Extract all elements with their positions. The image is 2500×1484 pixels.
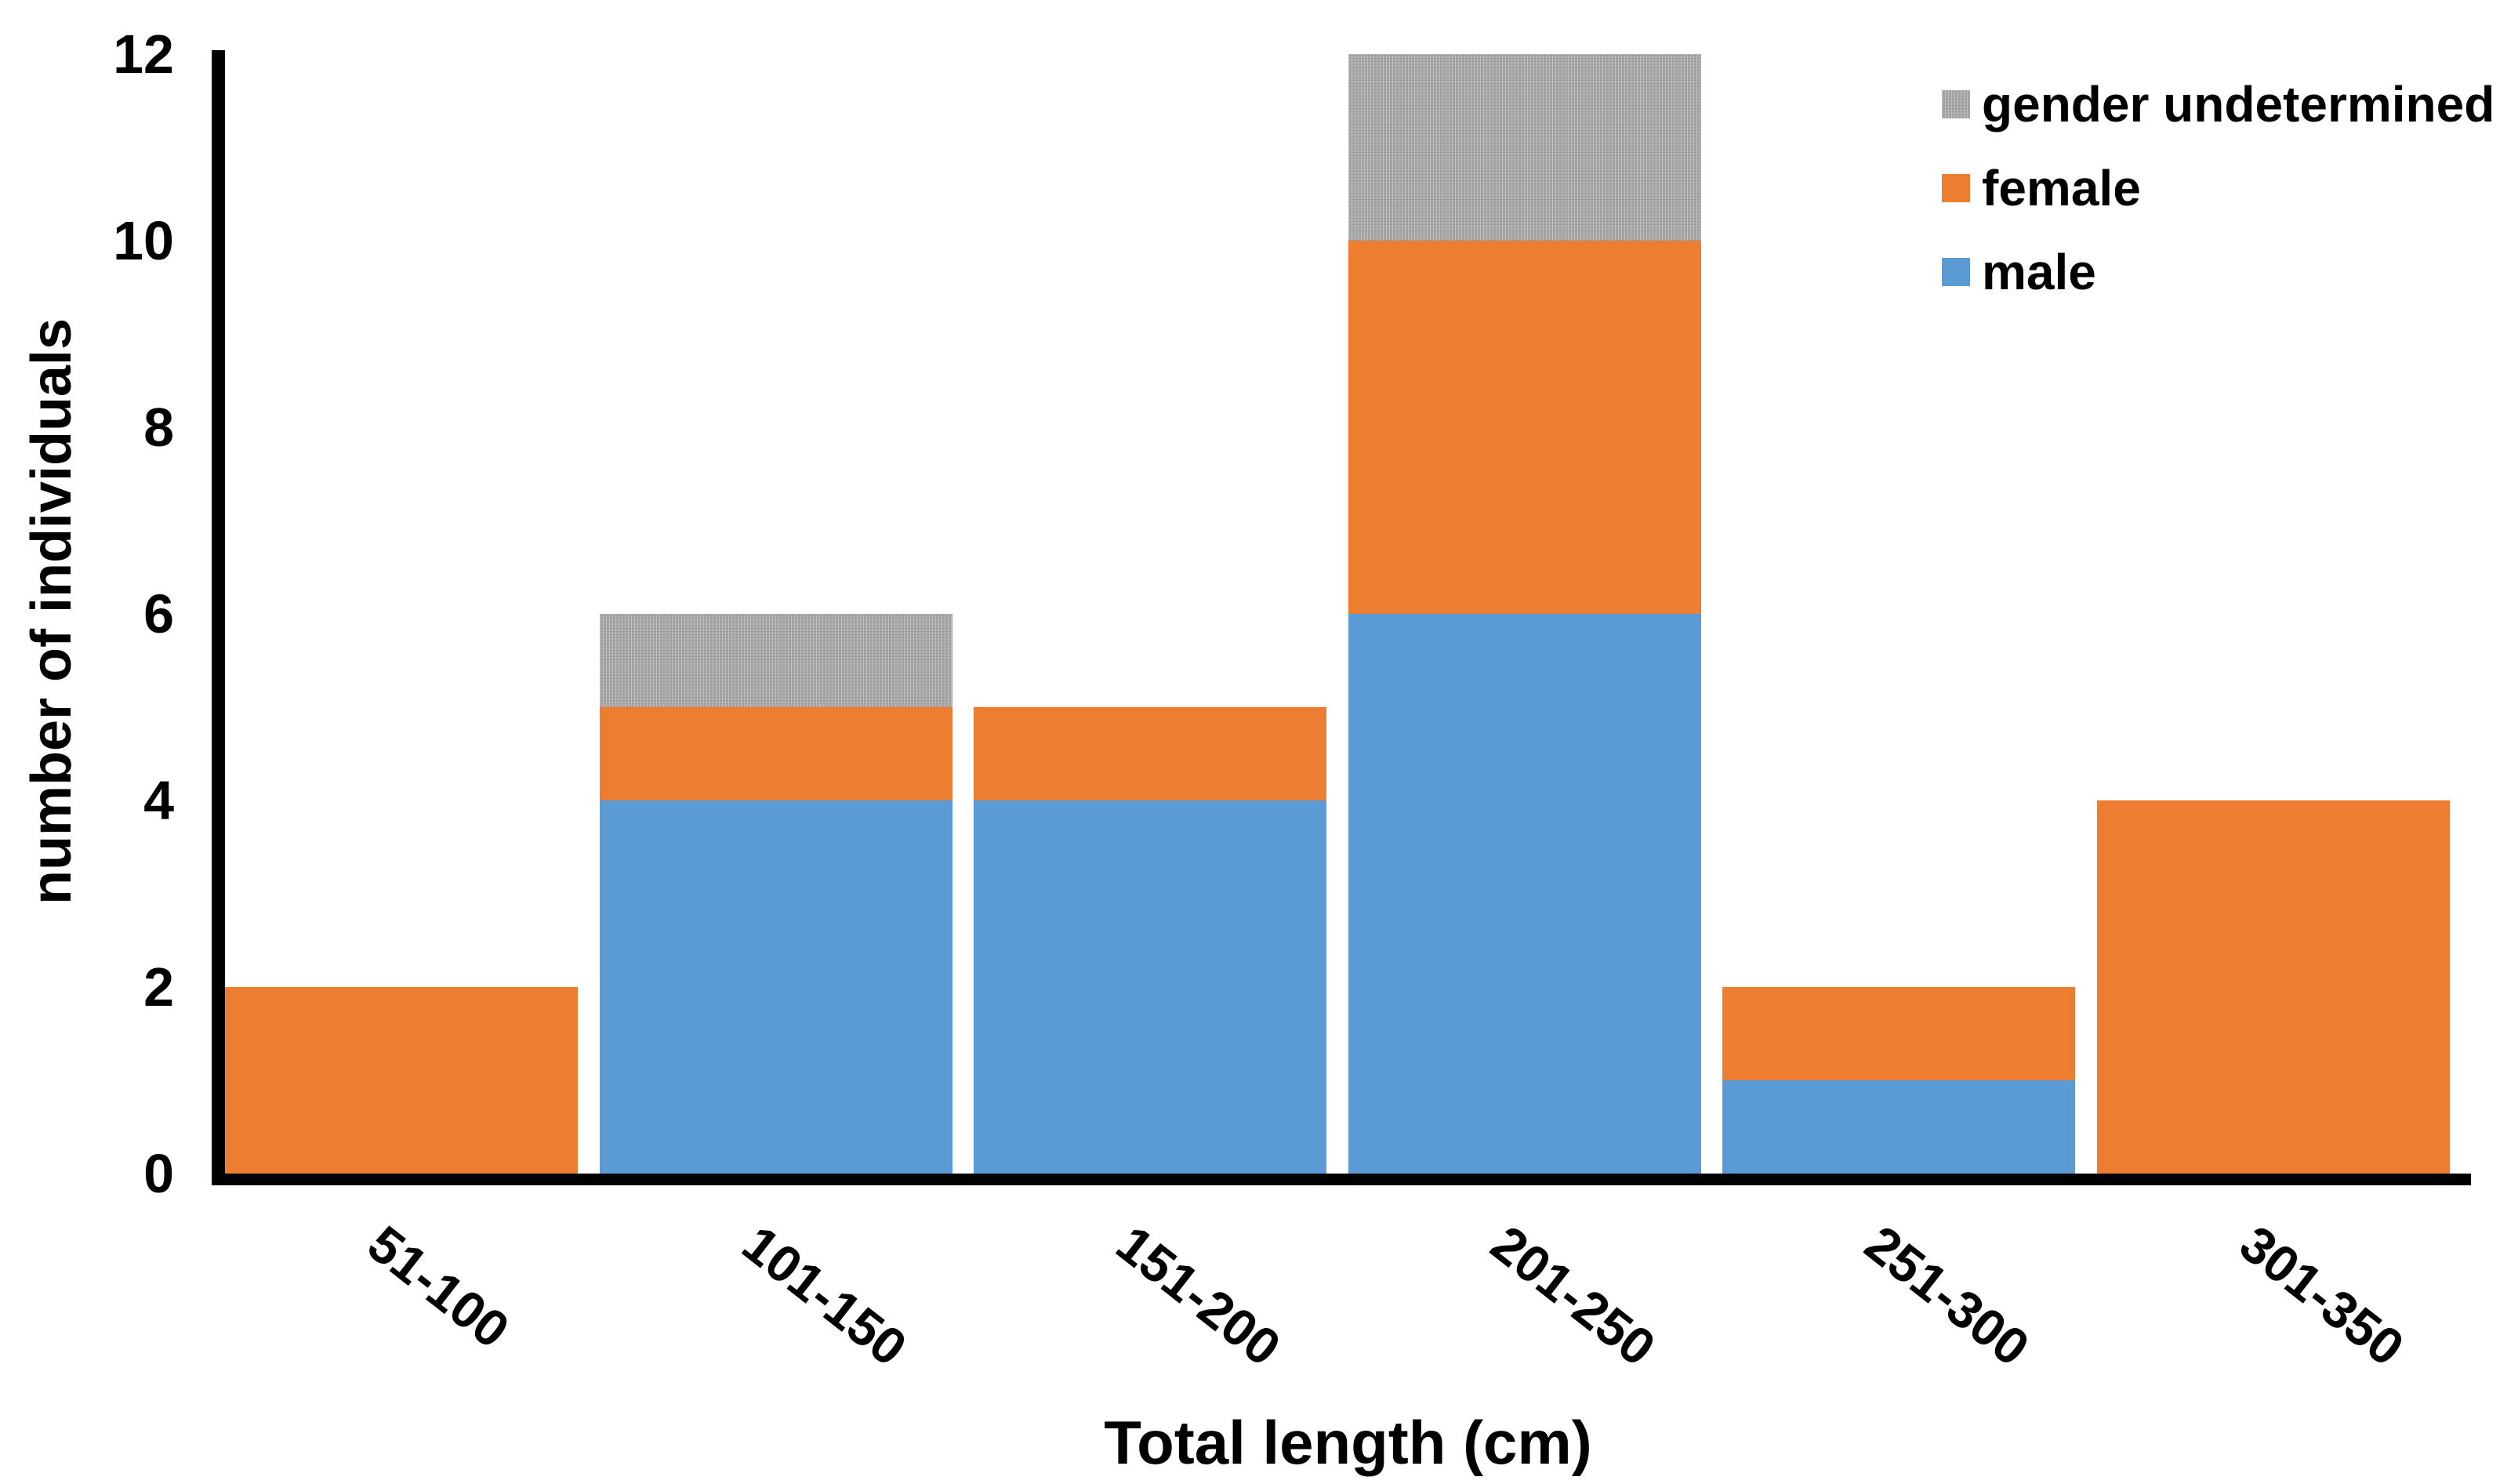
bar-151-200-female [974,707,1326,800]
legend: gender undetermined female male [1942,74,2495,301]
bar-251-300-male [1722,1080,2075,1174]
bar-251-300-female [1722,987,2075,1080]
legend-item-male: male [1942,242,2495,301]
y-tick-label-12: 12 [113,24,174,85]
x-tick-label-201-250: 201-250 [1480,1214,1666,1377]
bar-151-200-male [974,800,1326,1174]
x-tick-label-251-300: 251-300 [1854,1214,2041,1377]
x-tick-label-51-100: 51-100 [357,1214,521,1359]
x-axis-line [212,1174,2471,1185]
y-tick-label-6: 6 [143,583,174,644]
bar-201-250-female [1348,241,1701,614]
bar-101-150-male [599,800,952,1174]
bar-301-350-female [2096,800,2450,1174]
legend-swatch-gender-undetermined [1942,89,1970,118]
bar-51-100-female [225,987,578,1174]
y-tick-label-8: 8 [143,397,174,458]
bar-201-250-male [1348,614,1701,1174]
legend-label: gender undetermined [1982,75,2495,132]
x-tick-label-301-350: 301-350 [2229,1214,2415,1377]
bar-101-150-female [599,707,952,800]
bar-101-150-gender-undetermined [599,614,952,707]
y-tick-label-2: 2 [143,956,174,1018]
x-axis-title: Total length (cm) [1104,1408,1592,1477]
y-tick-label-4: 4 [143,770,174,831]
legend-swatch-male [1942,257,1970,286]
bar-201-250-gender-undetermined [1348,54,1701,241]
legend-item-female: female [1942,158,2495,217]
y-tick-label-10: 10 [113,210,174,271]
legend-label: female [1982,159,2141,216]
x-tick-label-101-150: 101-150 [731,1214,917,1377]
legend-item-gender-undetermined: gender undetermined [1942,74,2495,133]
y-tick-label-0: 0 [143,1143,174,1204]
x-tick-label-151-200: 151-200 [1105,1214,1292,1377]
y-axis-line [212,50,225,1185]
legend-label: male [1982,243,2096,300]
legend-swatch-female [1942,173,1970,202]
